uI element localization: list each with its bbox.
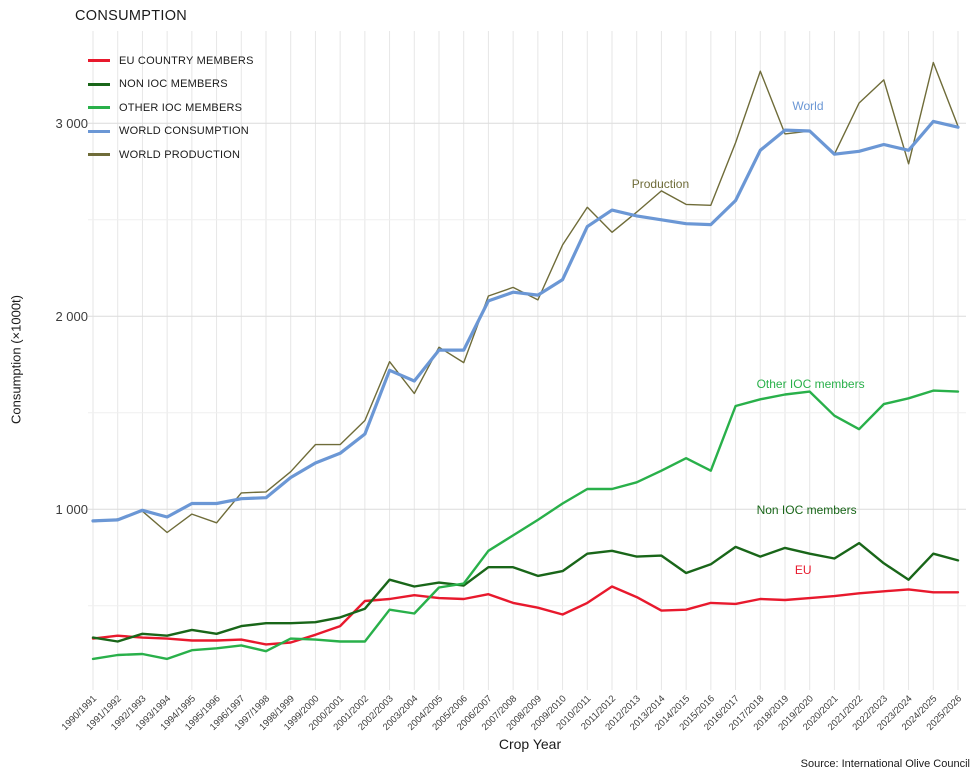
annotation-non-ioc: Non IOC members [757, 503, 857, 517]
legend-item-eu: EU COUNTRY MEMBERS [88, 49, 254, 73]
legend-item-non-ioc: NON IOC MEMBERS [88, 73, 254, 97]
legend-label: EU COUNTRY MEMBERS [119, 54, 254, 67]
legend-item-world-consumption: WORLD CONSUMPTION [88, 120, 254, 144]
legend-swatch-other-ioc [88, 106, 110, 110]
legend: EU COUNTRY MEMBERS NON IOC MEMBERS OTHER I… [88, 49, 254, 167]
legend-swatch-eu [88, 59, 110, 63]
y-tick-label: 3 000 [55, 116, 88, 131]
annotation-other-ioc: Other IOC members [757, 377, 865, 391]
annotation-eu: EU [795, 563, 812, 577]
series-line-other-ioc [91, 389, 960, 661]
y-tick-label: 1 000 [55, 502, 88, 517]
legend-label: WORLD CONSUMPTION [119, 125, 249, 138]
source-note: Source: International Olive Council [800, 758, 970, 770]
series-line-non-ioc [91, 541, 960, 643]
legend-item-other-ioc: OTHER IOC MEMBERS [88, 96, 254, 120]
legend-swatch-world-production [88, 153, 110, 157]
legend-swatch-non-ioc [88, 82, 110, 86]
annotation-world-consumption: World [792, 99, 823, 113]
legend-label: WORLD PRODUCTION [119, 148, 241, 161]
series-line-eu [91, 585, 960, 646]
annotation-world-production: Production [632, 177, 689, 191]
chart-title: CONSUMPTION [75, 8, 188, 24]
x-axis-title: Crop Year [498, 736, 562, 752]
legend-label: NON IOC MEMBERS [119, 78, 228, 91]
legend-item-world-production: WORLD PRODUCTION [88, 143, 254, 167]
series-line-world-consumption [91, 119, 960, 523]
legend-label: OTHER IOC MEMBERS [119, 101, 243, 114]
legend-swatch-world-consumption [88, 129, 110, 133]
y-tick-label: 2 000 [55, 309, 88, 324]
y-axis-title: Consumption (×1000t) [8, 295, 24, 424]
